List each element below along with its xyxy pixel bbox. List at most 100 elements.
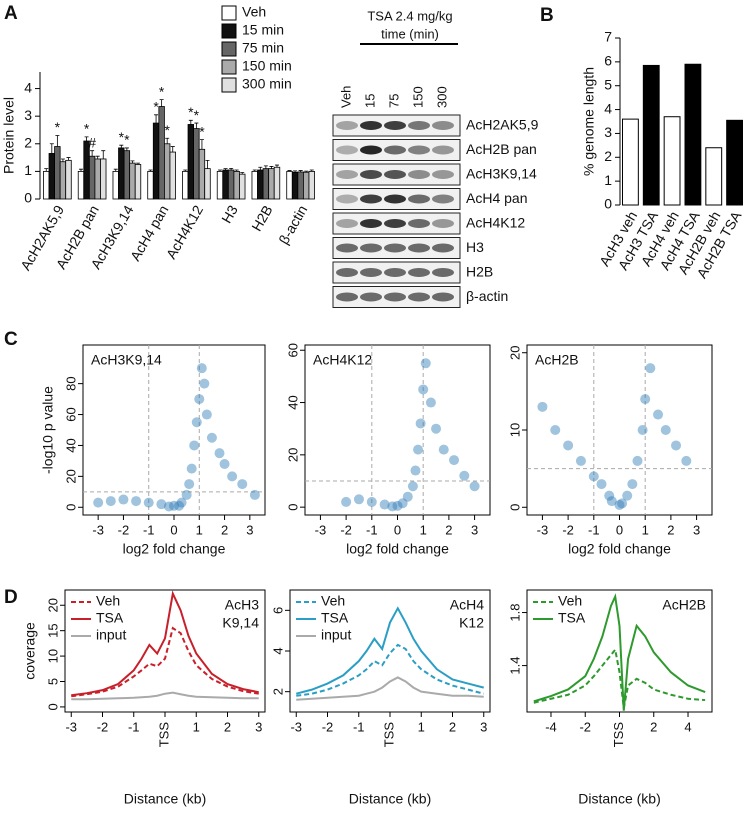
panel-label: C (4, 329, 18, 350)
bar (48, 153, 55, 200)
significance-mark: * (55, 119, 61, 135)
line (295, 606, 485, 695)
bar (227, 169, 235, 200)
x-tick-label: 2 (221, 522, 228, 537)
bar (273, 166, 281, 200)
point (402, 491, 413, 502)
point (181, 489, 192, 500)
blot-row-label: AcH4K12 (466, 215, 525, 231)
legend-label: 15 min (242, 22, 284, 38)
y-tick-label: 6 (604, 53, 612, 69)
point (194, 394, 205, 405)
plot-annotation: AcH3 (225, 597, 259, 613)
x-tick-label: 1 (196, 522, 203, 537)
blot-band (360, 292, 382, 302)
point (199, 378, 210, 389)
western-blot: TSA 2.4 mg/kg time (min) (360, 8, 458, 45)
error-bar (223, 168, 228, 171)
point (174, 500, 185, 511)
bar (88, 155, 96, 200)
bar (262, 168, 270, 200)
blot-band (384, 219, 406, 228)
bar (622, 118, 639, 206)
blot-row-label: AcH2AK5,9 (466, 117, 539, 133)
y-tick-label: 60 (285, 343, 300, 357)
point (176, 497, 187, 508)
point (341, 496, 352, 507)
plot-annotation: AcH2B (662, 597, 706, 613)
error-bar (287, 170, 292, 172)
y-tick-label: 0 (63, 504, 78, 511)
point (617, 498, 628, 509)
blot-band (384, 170, 406, 179)
bar (147, 170, 154, 200)
error-bar (269, 166, 274, 169)
bar (100, 158, 107, 200)
point (653, 409, 664, 420)
point (563, 440, 574, 451)
point (143, 497, 154, 508)
x-tick-label: -1 (143, 522, 155, 537)
bar (303, 171, 310, 200)
error-bar (90, 150, 95, 157)
lane-label: 15 (362, 94, 377, 108)
x-tick-label: -2 (579, 719, 591, 734)
blot-band (336, 268, 358, 277)
point (118, 494, 129, 505)
blot-band (408, 121, 430, 130)
bar (123, 150, 131, 200)
legend-label: TSA (96, 610, 124, 626)
x-tick-label: -3 (92, 522, 104, 537)
y-tick-label: 20 (507, 345, 522, 359)
point (604, 490, 615, 501)
legend-label: TSA (558, 610, 586, 626)
bar (308, 170, 315, 200)
bar (251, 170, 258, 200)
x-tick-label: 2 (650, 719, 657, 734)
point (627, 479, 638, 490)
error-bar (124, 147, 129, 151)
x-tick-label: 0 (170, 522, 177, 537)
bar (59, 161, 67, 200)
legend-swatch (221, 41, 237, 57)
error-bar (44, 168, 49, 172)
y-tick-label: 40 (63, 438, 78, 452)
x-tick-label: -3 (290, 719, 302, 734)
lane-label: 75 (386, 94, 401, 108)
bar (164, 143, 171, 200)
legend-label: Veh (558, 593, 582, 609)
error-bar (119, 144, 124, 148)
bar (216, 170, 224, 200)
point (632, 455, 643, 466)
bar (198, 148, 206, 200)
error-bar (79, 168, 84, 172)
point (645, 363, 656, 374)
legend-label: Veh (96, 593, 120, 609)
error-bar (263, 165, 268, 169)
plot-annotation: K12 (459, 615, 484, 631)
x-tick-label: -3 (537, 522, 549, 537)
y-tick-label: 10 (45, 649, 60, 663)
blot-band (408, 292, 430, 302)
x-tick-label: 1 (418, 719, 425, 734)
point (206, 432, 217, 443)
x-tick-label: 0 (616, 522, 623, 537)
point (575, 455, 586, 466)
point (420, 358, 431, 369)
error-bar (252, 169, 257, 172)
plot-annotation: AcH4 (450, 597, 484, 613)
line (71, 691, 259, 701)
blot-band (408, 243, 430, 253)
y-tick-label: 0 (45, 703, 60, 710)
plot-frame (304, 344, 491, 516)
bar (705, 147, 723, 206)
x-axis-label: log2 fold change (346, 541, 449, 557)
point (93, 497, 104, 508)
blot-band (384, 121, 406, 130)
point (606, 496, 617, 507)
blot-band (384, 194, 406, 204)
blot-band (360, 170, 382, 179)
y-tick-label: 4 (604, 100, 612, 116)
blot-band (360, 194, 382, 204)
legend-label: 150 min (242, 58, 292, 74)
